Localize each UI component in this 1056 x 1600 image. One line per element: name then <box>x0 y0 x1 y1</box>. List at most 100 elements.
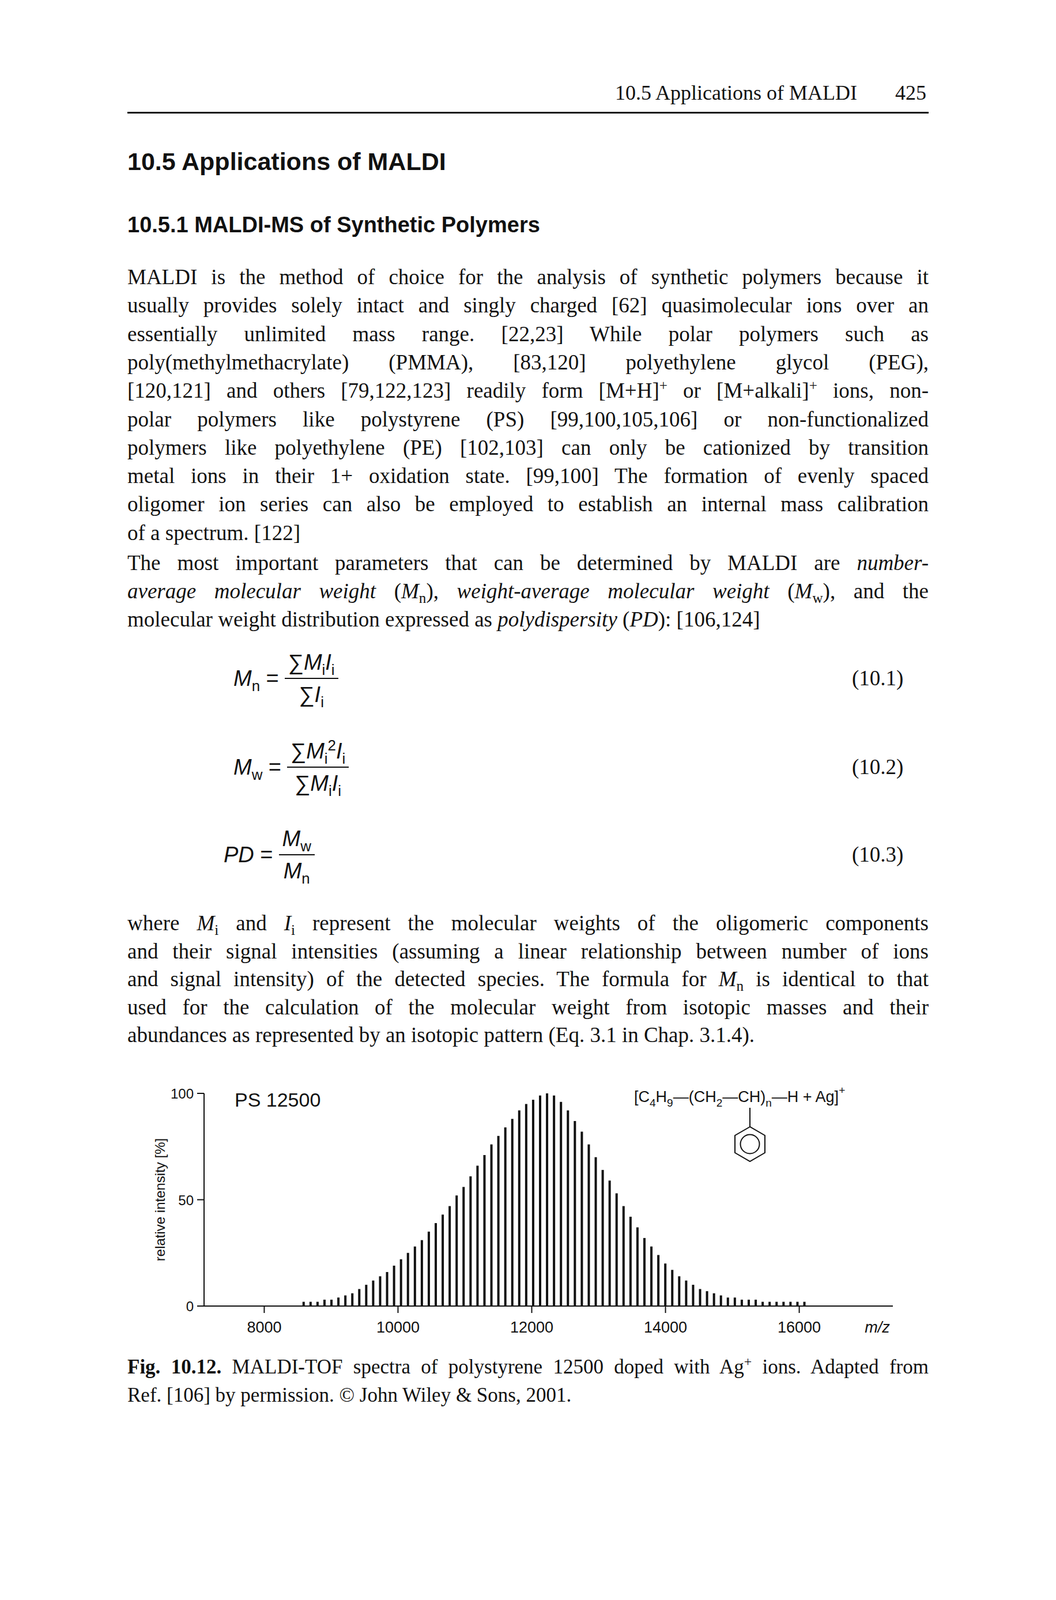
peak-bar <box>747 1299 750 1307</box>
text-run: ( <box>617 607 631 632</box>
peak-bar <box>573 1121 576 1307</box>
peak-bar <box>427 1231 431 1307</box>
peak-bar <box>351 1293 354 1307</box>
peak-bar <box>796 1302 799 1307</box>
formula-run: 4 <box>649 1096 656 1110</box>
text-run: MALDI is the method of choice for the an… <box>127 265 929 289</box>
peak-bar <box>761 1302 764 1307</box>
x-tick-label: 14000 <box>643 1318 688 1337</box>
text-run: ∑ <box>288 650 304 675</box>
text-run: or [M+alkali] <box>667 378 810 403</box>
text-run: of a spectrum. [122] <box>127 521 301 545</box>
text-run: molecular weight distribution expressed … <box>127 607 498 632</box>
text-run: = <box>259 666 279 691</box>
text-run: essentially unlimited mass range. [22,23… <box>127 322 929 346</box>
text-run: M <box>310 771 329 796</box>
text-run: ∑ <box>298 682 315 707</box>
paragraph-line: and signal intensity) of the detected sp… <box>127 964 929 994</box>
paragraph-line: The most important parameters that can b… <box>127 548 929 578</box>
paragraph-line: [120,121] and others [79,122,123] readil… <box>127 376 929 406</box>
plot-marks <box>302 1093 806 1307</box>
text-run: ions, non- <box>817 378 929 403</box>
x-tick-label: 10000 <box>376 1318 420 1337</box>
peak-bar <box>371 1280 375 1307</box>
y-tick <box>197 1092 205 1095</box>
fraction: ∑Mi2Ii∑MiIi <box>287 737 349 797</box>
text-run: abundances as represented by an isotopic… <box>127 1023 755 1047</box>
peak-bar <box>455 1195 458 1307</box>
text-run: 2 <box>327 737 337 754</box>
peak-bar <box>726 1297 730 1307</box>
equation-lhs: Mw = <box>233 755 282 780</box>
y-axis-label: relative intensity [%] <box>152 1138 168 1262</box>
running-header: 10.5 Applications of MALDI <box>518 80 858 105</box>
peak-bar <box>740 1299 744 1307</box>
fraction-bar <box>287 766 349 768</box>
benzene-circle <box>740 1134 760 1154</box>
formula-run: 2 <box>716 1096 723 1110</box>
text-run: and <box>218 911 284 935</box>
peak-bar <box>622 1206 625 1307</box>
page: 10.5 Applications of MALDI42510.5 Applic… <box>0 0 1056 1600</box>
peak-bar <box>733 1297 737 1307</box>
y-tick <box>197 1305 205 1307</box>
peak-bar <box>357 1288 361 1307</box>
text-run: ∑ <box>294 771 311 796</box>
text-run: represent the molecular weights of the o… <box>295 911 929 935</box>
denominator: Mn <box>280 857 314 885</box>
text-run: Ref. [106] by permission. © John Wiley &… <box>127 1383 572 1407</box>
peak-bar <box>684 1280 688 1307</box>
equation-label: (10.1) <box>851 664 904 693</box>
text-run: M <box>303 650 323 675</box>
paragraph-line: average molecular weight (Mn), weight-av… <box>127 576 929 606</box>
text-run: M <box>282 826 301 851</box>
paragraph-line: essentially unlimited mass range. [22,23… <box>127 319 929 349</box>
equation: Mw =∑Mi2Ii∑MiIi <box>233 737 349 797</box>
peak-bar <box>691 1284 695 1307</box>
peak-bar <box>511 1118 514 1307</box>
peak-bar <box>775 1302 778 1307</box>
text-run: oligomer ion series can also be employed… <box>127 492 929 516</box>
text-run: w <box>251 766 263 783</box>
x-tick <box>397 1306 399 1314</box>
fraction-bar <box>278 854 315 856</box>
text-run: i <box>328 782 333 799</box>
x-tick <box>665 1306 667 1314</box>
peak-bar <box>629 1216 632 1307</box>
peak-bar <box>309 1302 312 1307</box>
peak-bar <box>803 1302 806 1307</box>
text-run: ( <box>375 579 402 603</box>
peak-bar <box>706 1291 709 1307</box>
paragraph-line: MALDI is the method of choice for the an… <box>127 262 929 292</box>
x-tick <box>530 1306 533 1314</box>
text-run: ions. Adapted from <box>751 1355 929 1379</box>
text-run: I <box>332 771 339 796</box>
equation: PD =MwMn <box>223 825 315 885</box>
peak-bar <box>386 1272 389 1307</box>
caption-line: Fig. 10.12. MALDI-TOF spectra of polysty… <box>127 1352 929 1382</box>
peak-bar <box>504 1127 507 1307</box>
formula-run: H <box>655 1088 668 1106</box>
numerator: ∑Mi2Ii <box>287 737 349 765</box>
peak-bar <box>545 1093 549 1307</box>
paragraph-line: poly(methylmethacrylate) (PMMA), [83,120… <box>127 348 929 377</box>
text-run: PD <box>629 607 658 632</box>
text-run: M <box>233 755 252 780</box>
text-run: average molecular weight <box>127 579 376 603</box>
peak-bar <box>525 1103 528 1307</box>
subsection-heading: 10.5.1 MALDI-MS of Synthetic Polymers <box>127 212 541 238</box>
peak-bar <box>469 1176 472 1307</box>
text-run: i <box>291 922 296 938</box>
fraction: ∑MiIi∑Ii <box>284 649 339 708</box>
text-run: poly(methylmethacrylate) (PMMA), [83,120… <box>127 350 929 375</box>
paragraph-line: oligomer ion series can also be employed… <box>127 489 929 519</box>
peak-bar <box>378 1276 382 1307</box>
text-run: M <box>233 666 252 691</box>
peak-bar <box>490 1144 493 1307</box>
text-run: = <box>254 842 274 867</box>
peak-bar <box>393 1265 396 1307</box>
x-tick-label: 8000 <box>246 1318 282 1337</box>
peak-bar <box>316 1302 319 1307</box>
peak-bar <box>330 1299 333 1307</box>
text-run: ( <box>769 579 795 603</box>
